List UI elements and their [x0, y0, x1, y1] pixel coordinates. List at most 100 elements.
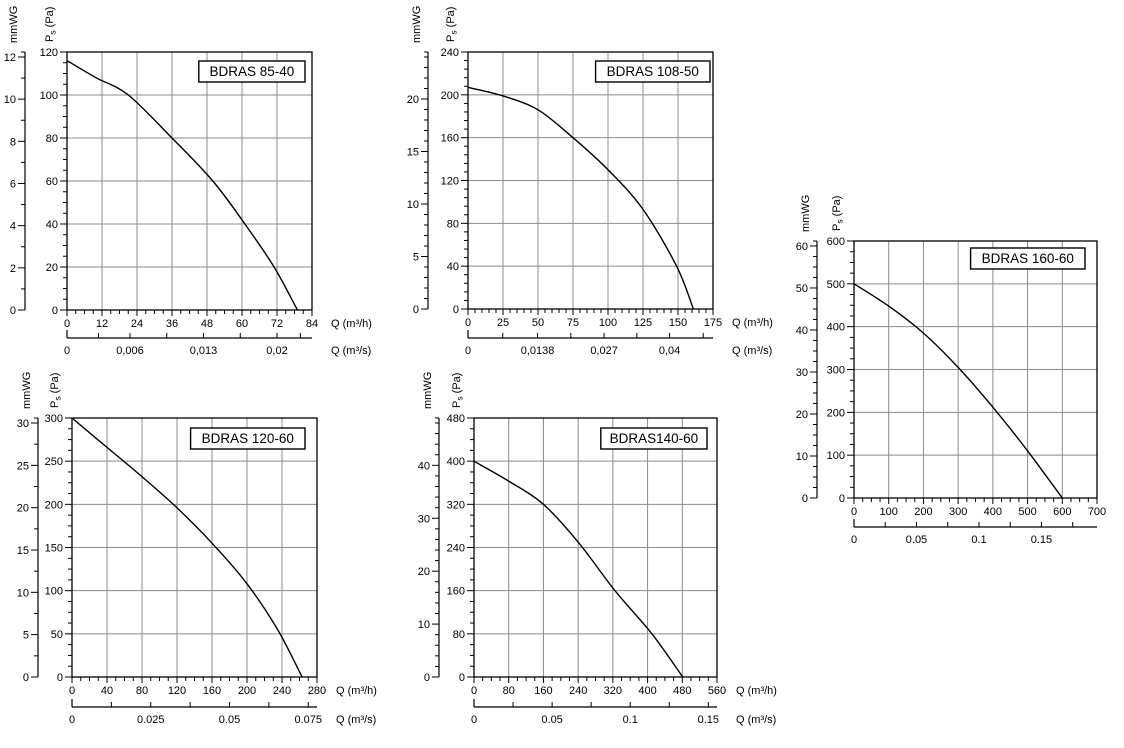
svg-text:0.05: 0.05: [541, 714, 562, 726]
svg-text:100: 100: [827, 450, 845, 462]
chart-bdras-140-60: 0 80 160 240 320 400 480 560 0 80 160 240 320 400 480 0…: [400, 370, 830, 748]
q-m3h-unit-label: Q (m³/h): [331, 318, 372, 330]
svg-text:0: 0: [57, 672, 63, 684]
q-m3s-unit-label: Q (m³/s): [336, 714, 376, 726]
svg-text:0: 0: [52, 305, 58, 317]
svg-text:20: 20: [46, 262, 58, 274]
chart-svg-bdras-85-40: 0 12 24 36 48 60 72 840204060801001200246810120…: [4, 6, 372, 357]
chart-svg-bdras-120-60: 0 40 80 120 160 200 240 28005010015020025030005…: [17, 372, 377, 726]
svg-text:10: 10: [4, 94, 16, 106]
fan-curve: [473, 460, 684, 678]
pa-axis-title: Ps (Pa): [49, 373, 63, 408]
svg-text:12: 12: [4, 52, 16, 64]
pa-axis: 0 80 160 240 320 400 480: [447, 413, 474, 684]
svg-text:0.15: 0.15: [698, 714, 719, 726]
svg-text:160: 160: [441, 133, 459, 145]
chart-title: BDRAS 160-60: [982, 251, 1074, 266]
svg-text:160: 160: [534, 685, 552, 697]
svg-text:0: 0: [465, 345, 471, 357]
svg-text:30: 30: [17, 418, 29, 430]
svg-text:0.05: 0.05: [906, 534, 927, 546]
svg-text:0.025: 0.025: [137, 714, 165, 726]
svg-text:0.15: 0.15: [1031, 534, 1052, 546]
svg-text:80: 80: [46, 133, 58, 145]
pa-axis-title: Ps (Pa): [445, 7, 459, 42]
svg-text:0: 0: [839, 493, 845, 505]
svg-text:80: 80: [503, 685, 515, 697]
q-m3s-unit-label: Q (m³/s): [736, 714, 776, 726]
svg-text:400: 400: [984, 506, 1002, 518]
svg-text:6: 6: [10, 178, 16, 190]
svg-text:0.075: 0.075: [294, 714, 322, 726]
svg-text:200: 200: [441, 90, 459, 102]
svg-text:100: 100: [40, 90, 58, 102]
x-axis-m3s: 0 0,0138 0,027 0,04: [465, 330, 713, 357]
svg-text:40: 40: [46, 219, 58, 231]
svg-text:0: 0: [851, 534, 857, 546]
svg-text:0.05: 0.05: [219, 714, 240, 726]
svg-text:0: 0: [413, 304, 419, 316]
pa-axis-title: Ps (Pa): [44, 7, 58, 42]
q-m3h-unit-label: Q (m³/h): [736, 685, 777, 697]
svg-text:24: 24: [131, 318, 143, 330]
svg-text:20: 20: [17, 503, 29, 515]
svg-text:0,006: 0,006: [116, 345, 144, 357]
svg-text:240: 240: [273, 685, 291, 697]
svg-text:30: 30: [796, 367, 808, 379]
pa-axis: 0 50 100 150 200 250 300: [45, 413, 72, 684]
svg-text:4: 4: [10, 221, 16, 233]
svg-text:200: 200: [45, 499, 63, 511]
svg-text:320: 320: [604, 685, 622, 697]
svg-text:0: 0: [64, 345, 70, 357]
svg-text:50: 50: [532, 317, 544, 329]
svg-text:80: 80: [453, 629, 465, 641]
svg-text:125: 125: [634, 317, 652, 329]
svg-text:50: 50: [796, 283, 808, 295]
svg-text:300: 300: [949, 506, 967, 518]
svg-text:15: 15: [17, 545, 29, 557]
svg-text:20: 20: [418, 566, 430, 578]
chart-bdras-160-60: 0 100 200 300 400 500 600 700 0 100 200 300 400 500 60…: [760, 180, 1124, 565]
svg-text:25: 25: [17, 460, 29, 472]
svg-text:80: 80: [136, 685, 148, 697]
svg-text:150: 150: [669, 317, 687, 329]
svg-text:0,02: 0,02: [266, 345, 287, 357]
svg-text:60: 60: [46, 176, 58, 188]
svg-text:0: 0: [471, 685, 477, 697]
svg-text:0,013: 0,013: [190, 345, 218, 357]
svg-text:36: 36: [166, 318, 178, 330]
svg-text:200: 200: [914, 506, 932, 518]
q-m3h-unit-label: Q (m³/h): [732, 317, 773, 329]
svg-text:0.1: 0.1: [971, 534, 986, 546]
svg-text:75: 75: [567, 317, 579, 329]
svg-text:30: 30: [418, 513, 430, 525]
svg-text:120: 120: [40, 47, 58, 59]
x-axis-m3s: 0 0.05 0.1 0.15: [851, 519, 1097, 546]
svg-text:160: 160: [447, 586, 465, 598]
mmwg-axis-title: mmWG: [800, 195, 812, 232]
q-m3s-unit-label: Q (m³/s): [331, 345, 371, 357]
x-axis-m3h: 0 12 24 36 48 60 72 84: [64, 310, 318, 330]
y-axis-titles: mmWG Ps (Pa): [21, 372, 63, 409]
mmwg-axis: 0 2 4 6 8 10 12: [4, 51, 26, 317]
pa-axis: 0 100 200 300 400 500 600: [827, 236, 854, 505]
svg-text:150: 150: [45, 543, 63, 555]
svg-text:300: 300: [827, 365, 845, 377]
svg-text:100: 100: [45, 586, 63, 598]
svg-text:84: 84: [306, 318, 318, 330]
chart-title: BDRAS140-60: [610, 431, 699, 446]
mmwg-axis-title: mmWG: [411, 6, 423, 43]
x-axis-m3h: 0 25 50 75 100 125 150 175: [465, 309, 722, 329]
chart-title-box: BDRAS 85-40: [198, 60, 306, 83]
svg-text:480: 480: [673, 685, 691, 697]
svg-text:200: 200: [827, 407, 845, 419]
svg-text:300: 300: [45, 413, 63, 425]
svg-text:25: 25: [497, 317, 509, 329]
svg-text:0,0138: 0,0138: [521, 345, 555, 357]
svg-text:240: 240: [569, 685, 587, 697]
svg-text:12: 12: [96, 318, 108, 330]
chart-bdras-85-40: 0 12 24 36 48 60 72 84 0 20 40 60 80 100 120 0 2 4 6 8 10 12 0…: [0, 0, 395, 370]
svg-text:20: 20: [796, 409, 808, 421]
svg-text:0: 0: [424, 672, 430, 684]
